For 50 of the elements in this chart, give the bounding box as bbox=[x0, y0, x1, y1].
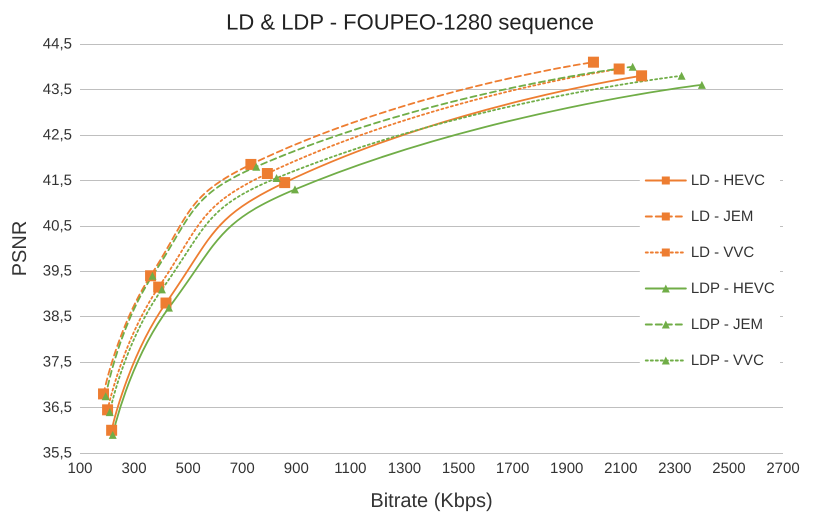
x-tick-label: 2100 bbox=[604, 460, 638, 477]
x-tick-label: 900 bbox=[284, 460, 309, 477]
point bbox=[678, 72, 686, 80]
point bbox=[279, 177, 290, 188]
point bbox=[614, 63, 625, 74]
point bbox=[272, 174, 281, 182]
y-tick-label: 41,5 bbox=[42, 172, 72, 189]
legend-label: LDP - HEVC bbox=[690, 280, 775, 297]
x-tick-label: 1900 bbox=[550, 460, 584, 477]
legend-label: LDP - JEM bbox=[690, 316, 764, 333]
point bbox=[628, 62, 637, 71]
legend-label: LDP - VVC bbox=[690, 352, 764, 369]
chart-title: LD & LDP - FOUPEO-1280 sequence bbox=[226, 10, 594, 34]
x-tick-label: 700 bbox=[230, 460, 255, 477]
x-tick-label: 1100 bbox=[334, 460, 367, 477]
y-tick-label: 40,5 bbox=[42, 217, 72, 234]
y-tick-label: 35,5 bbox=[42, 444, 72, 462]
y-tick-label: 43,5 bbox=[42, 80, 72, 98]
y-tick-label: 37,5 bbox=[42, 354, 72, 371]
point bbox=[636, 70, 648, 82]
legend-label: LD - HEVC bbox=[690, 172, 766, 189]
point bbox=[698, 80, 706, 89]
y-axis-title: PSNR bbox=[9, 220, 31, 276]
x-tick-label: 500 bbox=[176, 460, 201, 477]
point bbox=[148, 272, 156, 280]
legend-label: LD - JEM bbox=[690, 208, 754, 225]
x-tick-label: 2700 bbox=[766, 460, 800, 477]
point bbox=[252, 162, 260, 171]
x-tick-label: 100 bbox=[67, 460, 93, 477]
y-tick-label: 44,5 bbox=[42, 36, 72, 52]
legend-label: LD - VVC bbox=[690, 244, 754, 261]
x-tick-label: 300 bbox=[122, 460, 147, 477]
y-tick-label: 39,5 bbox=[42, 262, 72, 280]
x-tick-label: 1300 bbox=[388, 460, 422, 477]
point bbox=[106, 408, 114, 416]
x-tick-label: 2500 bbox=[712, 460, 746, 477]
point bbox=[588, 56, 599, 68]
x-tick-label: 1500 bbox=[442, 460, 476, 477]
x-axis-title: Bitrate (Kbps) bbox=[370, 490, 493, 512]
point bbox=[290, 185, 299, 194]
x-tick-label: 1700 bbox=[496, 460, 530, 477]
point bbox=[262, 168, 273, 180]
x-tick-label: 2300 bbox=[658, 460, 692, 477]
point bbox=[164, 304, 173, 312]
point bbox=[108, 430, 117, 439]
y-tick-label: 42,5 bbox=[42, 126, 72, 144]
point bbox=[158, 285, 166, 294]
point bbox=[102, 392, 110, 400]
y-tick-label: 36,5 bbox=[42, 399, 72, 416]
y-tick-label: 38,5 bbox=[42, 308, 72, 326]
